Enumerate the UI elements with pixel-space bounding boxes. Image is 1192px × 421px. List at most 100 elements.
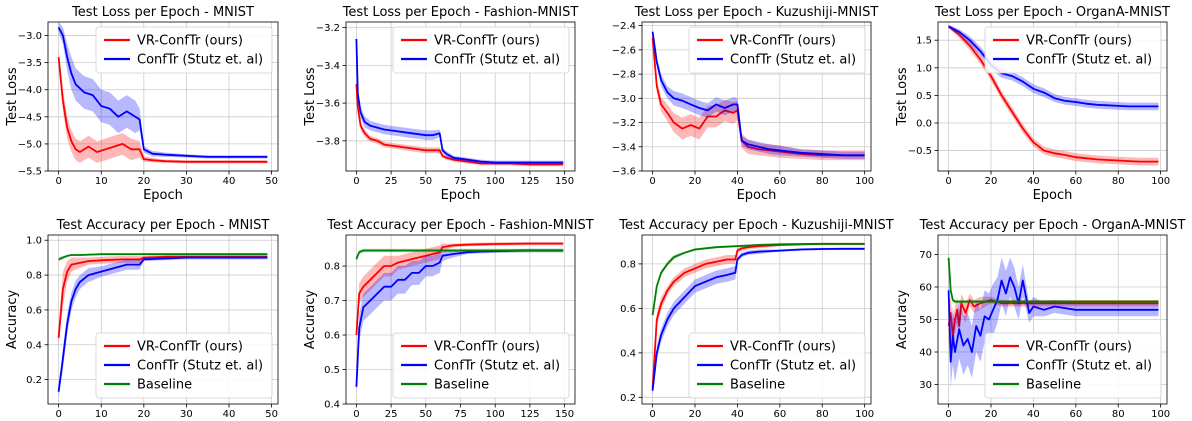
x-tick-label: 40 [223,409,236,420]
y-tick-label: 1.5 [916,36,932,47]
legend-label-2: ConfTr (Stutz et. al) [730,359,856,374]
x-tick-label: 75 [454,409,467,420]
legend-box [984,26,1162,74]
chart-panel-4: 0 20 40 60 80 100 −0.5 0.0 0.5 1.0 1.5 Test Loss pe… [895,5,1170,203]
x-tick-label: 0 [649,176,655,187]
series-line-2 [355,38,564,164]
y-tick-label: 1.0 [916,63,932,74]
x-tick-label: 30 [180,176,193,187]
legend-label-2: ConfTr (Stutz et. al) [434,359,560,374]
x-tick-label: 20 [689,409,702,420]
y-tick-label: 0.2 [26,375,42,386]
chart-panel-6: 0 25 50 75 100 125 150 0.4 0.5 0.6 0.7 0.8 Test Accu… [303,218,594,420]
x-tick-label: 10 [95,176,108,187]
x-tick-label: 40 [731,409,744,420]
y-axis-label: Test Loss [303,67,318,126]
y-tick-label: 60 [919,283,932,294]
series-band-3 [652,242,865,318]
x-tick-label: 100 [1151,176,1170,187]
series-line-2 [947,276,1159,363]
legend: VR-ConfTr (ours) ConfTr (Stutz et. al) Bas… [392,332,570,399]
y-tick-label: −3.2 [316,23,340,34]
series-line-1 [651,37,865,157]
series-band-2 [356,248,564,391]
legend-box [984,332,1162,399]
x-tick-label: 20 [985,176,998,187]
y-tick-label: 0.5 [916,91,932,102]
y-tick-label: −3.5 [18,58,42,69]
x-tick-label: 40 [1027,176,1040,187]
legend-label-2: ConfTr (Stutz et. al) [137,359,263,374]
x-tick-label: 100 [486,176,505,187]
x-tick-label: 80 [816,176,829,187]
axes-frame [641,234,872,405]
legend-label-3: Baseline [137,378,192,393]
series-band-2 [948,257,1159,388]
series-line-2 [57,256,268,392]
legend-box [392,332,570,399]
y-tick-label: −5.0 [18,139,42,150]
x-tick-label: 80 [1112,409,1125,420]
y-tick-label: −5.5 [18,167,42,178]
legend: VR-ConfTr (ours) ConfTr (Stutz et. al) [984,26,1162,74]
x-tick-label: 50 [419,176,432,187]
series-line-2 [57,26,268,158]
y-tick-label: 0.4 [26,340,42,351]
x-tick-label: 20 [137,176,150,187]
x-tick-label: 80 [1112,176,1125,187]
x-tick-label: 20 [985,409,998,420]
chart-title: Test Loss per Epoch - MNIST [71,5,254,20]
x-tick-label: 0 [55,176,61,187]
x-axis-label: Epoch [441,188,481,203]
legend-label-2: ConfTr (Stutz et. al) [1026,359,1152,374]
legend-box [95,332,273,399]
y-axis-label: Test Loss [895,67,910,126]
chart-title: Test Accuracy per Epoch - Kuzushiji-MNIS… [618,218,893,233]
legend: VR-ConfTr (ours) ConfTr (Stutz et. al) [688,26,866,74]
legend-label-3: Baseline [434,378,489,393]
axes-frame [47,21,279,172]
x-tick-label: 100 [855,409,874,420]
chart-title: Test Loss per Epoch - OrganA-MNIST [934,5,1170,20]
x-tick-label: 40 [223,176,236,187]
y-tick-label: 1.0 [26,236,42,247]
series-line-3 [58,253,268,261]
x-tick-label: 60 [1069,176,1082,187]
y-axis-label: Test Loss [5,67,20,126]
axes-frame [47,234,279,405]
series-band-3 [948,254,1159,304]
x-tick-label: 50 [265,176,278,187]
y-tick-label: −3.0 [18,31,42,42]
chart-title: Test Accuracy per Epoch - MNIST [56,218,270,233]
legend-label-1: VR-ConfTr (ours) [730,340,836,355]
x-tick-label: 0 [649,409,655,420]
y-axis-label: Accuracy [5,290,20,350]
y-tick-label: 70 [919,250,932,261]
x-tick-label: 0 [353,176,359,187]
y-tick-label: 0.6 [26,305,42,316]
legend: VR-ConfTr (ours) ConfTr (Stutz et. al) Bas… [95,332,273,399]
chart-title: Test Loss per Epoch - Kuzushiji-MNIST [634,5,879,20]
x-tick-label: 20 [689,176,702,187]
legend-label-2: ConfTr (Stutz et. al) [137,53,263,68]
y-tick-label: 0.4 [620,348,636,359]
x-tick-label: 125 [520,409,539,420]
y-tick-label: 0.6 [324,331,340,342]
x-tick-label: 60 [1069,409,1082,420]
chart-title: Test Accuracy per Epoch - OrganA-MNIST [919,218,1186,233]
series-band-3 [356,248,564,261]
x-axis-label: Epoch [1033,188,1073,203]
series-band-1 [356,241,564,342]
series-line-2 [355,249,564,387]
x-tick-label: 60 [773,176,786,187]
series-line-3 [947,257,1159,303]
x-tick-label: 125 [520,176,539,187]
series-band-1 [356,80,564,167]
series-band-2 [58,22,268,159]
x-tick-label: 30 [180,409,193,420]
y-tick-label: −3.6 [612,167,636,178]
x-tick-label: 100 [486,409,505,420]
x-tick-label: 0 [353,409,359,420]
chart-panel-1: 0 10 20 30 40 50 −5.5 −5.0 −4.5 −4.0 −3.5 −3.0 Test … [5,5,279,203]
